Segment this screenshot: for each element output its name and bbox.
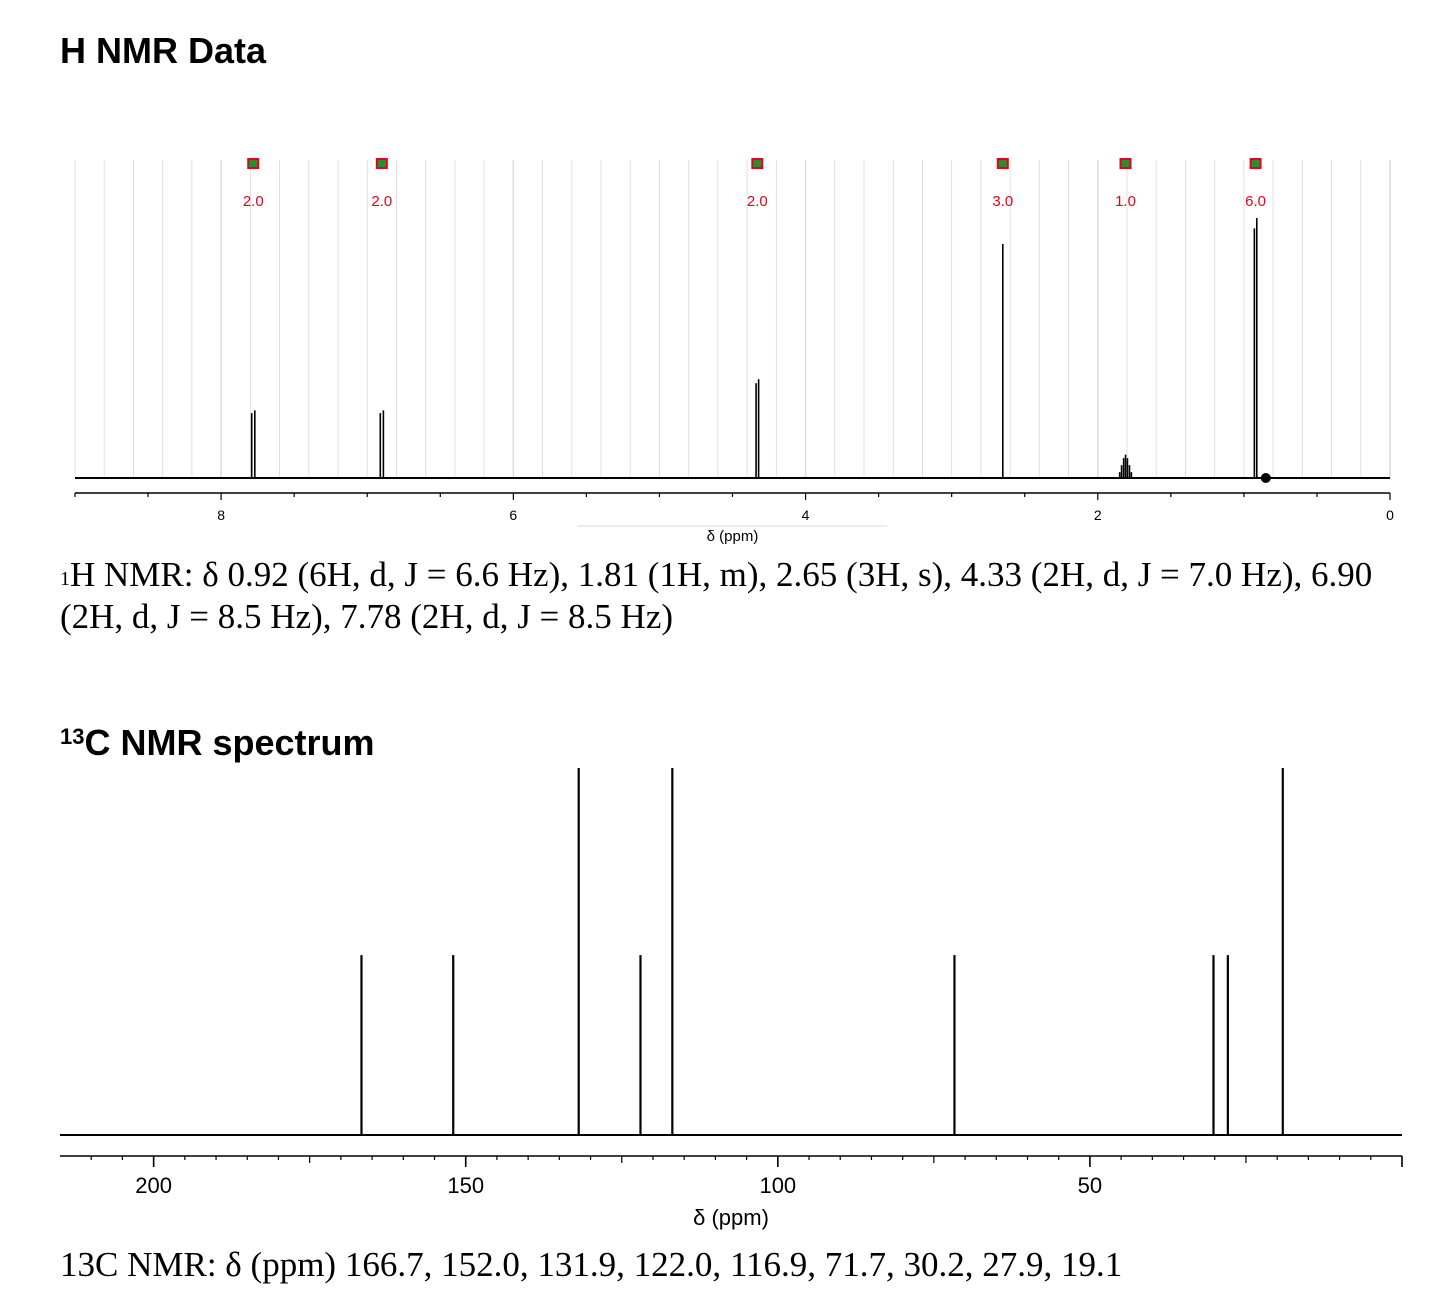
- h-nmr-integral-marker-7-78: [247, 158, 260, 169]
- c-nmr-spectrum-chart: 200 150 100 50 δ (ppm): [60, 768, 1403, 1230]
- h-nmr-grid: [74, 160, 1391, 478]
- c-nmr-x-tick-label: 50: [1078, 1173, 1102, 1198]
- c-nmr-heading-text: C NMR spectrum: [84, 722, 375, 763]
- h-nmr-heading: H NMR Data: [60, 30, 267, 71]
- h-nmr-integral-label-7-78: 2.0: [243, 193, 264, 210]
- c-nmr-x-tick-label: 100: [759, 1173, 796, 1198]
- h-nmr-cursor-dot: [1260, 473, 1271, 483]
- h-nmr-integral-marker-2-65: [996, 158, 1009, 169]
- c-nmr-heading: 13C NMR spectrum: [60, 722, 375, 764]
- c-nmr-x-tick-label: 200: [135, 1173, 172, 1198]
- h-nmr-integral-label-4-33: 2.0: [747, 193, 768, 210]
- c-nmr-peaks: [360, 768, 1284, 1135]
- c-nmr-heading-superscript: 13: [60, 724, 85, 749]
- h-nmr-integral-label-6-9: 2.0: [371, 193, 392, 210]
- h-nmr-x-tick-label: 4: [802, 507, 810, 523]
- c-nmr-x-axis: 200 150 100 50: [60, 1155, 1403, 1198]
- h-nmr-integral-label-2-65: 3.0: [992, 193, 1013, 210]
- h-nmr-integral-marker-1-81: [1119, 158, 1132, 169]
- h-nmr-caption-superscript: 1: [60, 568, 70, 590]
- h-nmr-integral-marker-6-9: [375, 158, 388, 169]
- h-nmr-x-tick-label: 2: [1094, 507, 1102, 523]
- h-nmr-integrals: 2.0 2.0 2.0 3.0 1.0 6.0: [243, 158, 1266, 210]
- h-nmr-spectrum-chart: 2.0 2.0 2.0 3.0 1.0 6.0 8 6 4 2 0 δ (ppm): [74, 158, 1394, 545]
- h-nmr-x-tick-label: 6: [509, 507, 517, 523]
- h-nmr-x-tick-label: 8: [217, 507, 225, 523]
- h-nmr-integral-label-1-81: 1.0: [1115, 193, 1136, 210]
- h-nmr-integral-marker-0-92: [1249, 158, 1262, 169]
- c-nmr-x-label: δ (ppm): [693, 1205, 769, 1230]
- h-nmr-x-axis: 8 6 4 2 0: [74, 492, 1394, 523]
- h-nmr-integral-label-0-92: 6.0: [1245, 193, 1266, 210]
- h-nmr-integral-marker-4-33: [751, 158, 764, 169]
- h-nmr-x-label: δ (ppm): [707, 528, 759, 545]
- c-nmr-data-caption: 13C NMR: δ (ppm) 166.7, 152.0, 131.9, 12…: [60, 1245, 1123, 1284]
- c-nmr-x-tick-label: 150: [447, 1173, 484, 1198]
- h-nmr-x-tick-label: 0: [1386, 507, 1394, 523]
- h-nmr-peaks: [250, 218, 1258, 478]
- h-nmr-data-caption: 1H NMR: δ 0.92 (6H, d, J = 6.6 Hz), 1.81…: [60, 554, 1430, 638]
- h-nmr-caption-text: H NMR: δ 0.92 (6H, d, J = 6.6 Hz), 1.81 …: [60, 555, 1373, 636]
